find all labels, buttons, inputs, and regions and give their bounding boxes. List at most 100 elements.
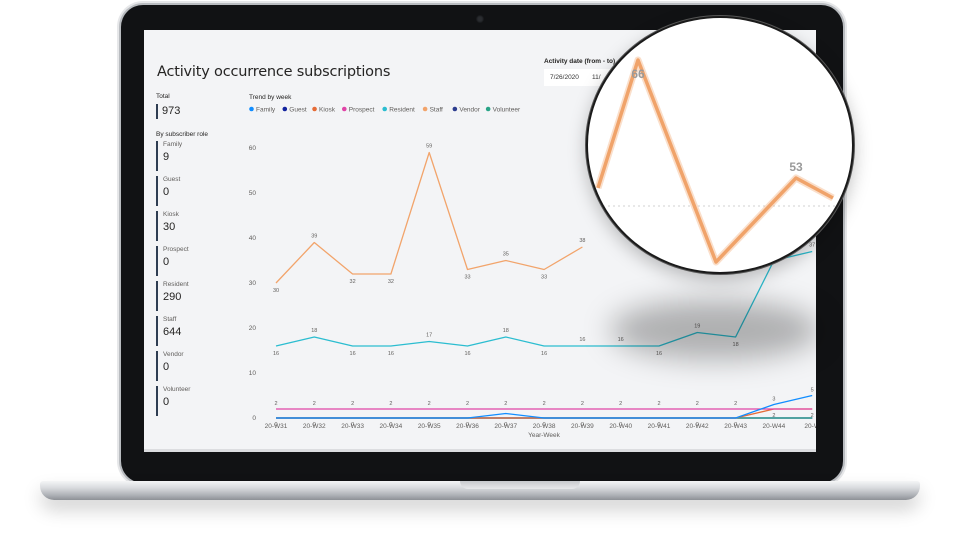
data-label: 33 (541, 275, 547, 281)
role-value: 0 (163, 186, 170, 198)
laptop-notch (460, 481, 580, 489)
date-from-value[interactable]: 7/26/2020 (550, 74, 579, 81)
legend-label: Family (256, 107, 276, 114)
role-card-staff: Staff 644 (156, 316, 223, 346)
role-card-resident: Resident 290 (156, 281, 223, 311)
role-name: Volunteer (163, 386, 191, 393)
x-tick-label: 20-W42 (686, 423, 709, 430)
role-value: 0 (163, 396, 170, 408)
data-label: 18 (311, 328, 317, 334)
data-label: 2 (543, 401, 546, 407)
x-tick-label: 20-W34 (380, 423, 403, 430)
x-axis-title: Year-Week (528, 432, 561, 439)
data-label: 0 (657, 422, 660, 428)
data-label: 0 (274, 422, 277, 428)
legend-marker (382, 106, 387, 112)
legend-label: Resident (389, 107, 415, 114)
role-name: Vendor (163, 351, 184, 358)
role-value: 0 (163, 256, 170, 268)
data-label: 2 (696, 401, 699, 407)
y-tick-label: 50 (249, 190, 257, 197)
data-label: 2 (428, 401, 431, 407)
legend-label: Guest (289, 107, 307, 114)
role-value: 644 (163, 326, 182, 338)
role-card-kiosk: Kiosk 30 (156, 211, 223, 241)
series-line-family (276, 394, 813, 419)
data-label: 0 (581, 422, 584, 428)
role-card-family: Family 9 (156, 141, 223, 171)
x-tick-label: 20-W (804, 423, 816, 430)
data-label: 30 (273, 288, 279, 294)
data-label: 16 (273, 351, 279, 357)
x-tick-label: 20-W35 (418, 423, 441, 430)
series-line-resident (275, 250, 813, 347)
data-label: 17 (426, 333, 432, 339)
data-label: 32 (350, 279, 356, 285)
legend-label: Vendor (459, 107, 480, 114)
role-name: Resident (163, 281, 189, 288)
x-tick-label: 20-W37 (494, 423, 517, 430)
page-title: Activity occurrence subscriptions (157, 64, 391, 80)
legend-label: Kiosk (319, 107, 336, 114)
legend-marker (249, 106, 254, 112)
trend-chart-svg: Trend by week Family Guest Kiosk Prospect Res… (249, 94, 816, 439)
data-label: 59 (426, 144, 432, 150)
x-tick-label: 20-W40 (609, 423, 632, 430)
data-label: 16 (656, 351, 662, 357)
data-label: 2 (313, 401, 316, 407)
data-label: 0 (543, 422, 546, 428)
data-label: 39 (311, 234, 317, 240)
data-label: 38 (579, 238, 585, 244)
data-label: 16 (541, 351, 547, 357)
total-value: 973 (156, 104, 180, 119)
data-label: 35 (503, 252, 509, 258)
role-section-title: By subscriber role (156, 131, 209, 138)
data-label: 0 (619, 422, 622, 428)
legend-label: Volunteer (493, 107, 521, 114)
drop-shadow (610, 300, 820, 360)
x-tick-label: 20-W32 (303, 423, 326, 430)
screen-footer (144, 449, 816, 452)
x-tick-label: 20-W38 (533, 423, 556, 430)
x-tick-label: 20-W44 (763, 423, 786, 430)
date-to-value[interactable]: 11/ (592, 74, 601, 81)
role-value: 290 (163, 291, 182, 303)
role-value: 0 (163, 361, 170, 373)
legend-marker (485, 106, 491, 112)
legend-marker (452, 106, 458, 112)
y-tick-label: 0 (252, 415, 256, 422)
role-name: Prospect (163, 246, 189, 253)
data-label: 0 (734, 422, 737, 428)
data-label: 5 (811, 388, 814, 394)
x-tick-label: 20-W41 (648, 423, 671, 430)
data-label: 0 (351, 422, 354, 428)
data-label: 2 (581, 401, 584, 407)
data-label: 37 (809, 243, 815, 249)
y-tick-label: 40 (249, 235, 257, 242)
role-card-vendor: Vendor 0 (156, 351, 223, 381)
y-tick-label: 30 (249, 280, 257, 287)
data-label: 32 (388, 279, 394, 285)
data-label: 0 (428, 422, 431, 428)
data-label: 2 (389, 401, 392, 407)
y-tick-label: 20 (249, 325, 257, 332)
x-tick-label: 20-W43 (724, 423, 747, 430)
y-tick-label: 10 (249, 370, 257, 377)
data-label: 2 (504, 401, 507, 407)
data-label: 16 (350, 351, 356, 357)
x-tick-label: 20-W36 (456, 423, 479, 430)
zoom-label: 53 (789, 160, 803, 174)
data-label: 0 (389, 422, 392, 428)
chart-title: Trend by week (249, 94, 292, 101)
data-label: 2 (811, 413, 814, 419)
x-tick-label: 20-W39 (571, 423, 594, 430)
data-label: 16 (579, 337, 585, 343)
legend-marker (312, 106, 317, 112)
zoom-line (596, 58, 834, 264)
data-label: 18 (733, 342, 739, 348)
data-label: 0 (466, 422, 469, 428)
data-label: 33 (464, 275, 470, 281)
role-value: 9 (163, 151, 170, 163)
data-label: 19 (694, 324, 700, 330)
role-value: 30 (163, 221, 176, 233)
